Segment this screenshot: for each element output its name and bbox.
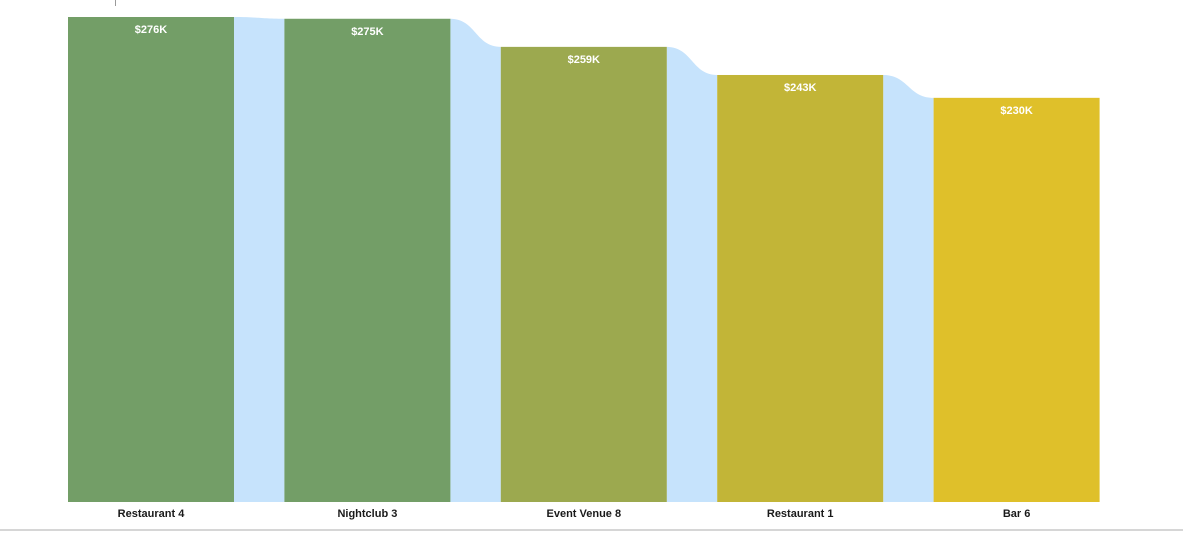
data-label: $230K: [1000, 105, 1032, 117]
value-label-layer: $276K $275K $259K $243K $230K: [135, 24, 1033, 117]
bar-layer: [68, 17, 1100, 503]
category-label-layer: Restaurant 4 Nightclub 3 Event Venue 8 Rest…: [118, 508, 1031, 520]
data-label: $243K: [784, 82, 816, 94]
data-label: $276K: [135, 24, 167, 36]
top-tick-mark: [115, 0, 116, 6]
bar[interactable]: [284, 18, 451, 503]
category-label: Bar 6: [1003, 508, 1031, 520]
bar[interactable]: [500, 46, 667, 502]
ribbon-connector: [883, 74, 934, 502]
ribbon-connector: [666, 46, 718, 502]
category-label: Restaurant 4: [118, 508, 186, 520]
bar[interactable]: [717, 74, 884, 502]
category-label: Restaurant 1: [767, 508, 834, 520]
bar[interactable]: [68, 17, 234, 502]
ribbon-connector: [234, 17, 285, 502]
ribbon-layer: [234, 17, 934, 503]
bottom-divider: [0, 529, 1183, 531]
bar[interactable]: [933, 97, 1100, 502]
category-label: Nightclub 3: [337, 508, 397, 520]
category-label: Event Venue 8: [547, 508, 622, 520]
data-label: $275K: [351, 26, 383, 38]
data-label: $259K: [568, 54, 600, 66]
ribbon-connector: [450, 18, 501, 503]
